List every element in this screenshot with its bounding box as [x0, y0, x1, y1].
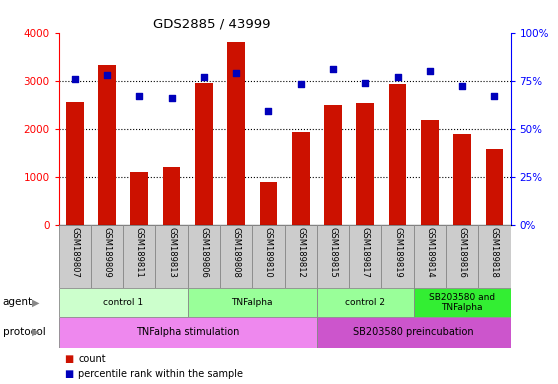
Text: GSM189812: GSM189812 — [296, 227, 305, 277]
Text: control 2: control 2 — [345, 298, 385, 307]
Text: GDS2885 / 43999: GDS2885 / 43999 — [153, 17, 271, 30]
Text: GSM189811: GSM189811 — [135, 227, 144, 277]
Bar — [131, 172, 148, 225]
Text: ▶: ▶ — [32, 327, 39, 337]
Point — [70, 76, 79, 82]
Text: GSM189807: GSM189807 — [70, 227, 79, 277]
Point — [296, 81, 305, 88]
Text: GSM189818: GSM189818 — [490, 227, 499, 277]
Bar — [478, 225, 511, 288]
Bar — [98, 65, 116, 225]
Point — [135, 93, 144, 99]
Point — [264, 108, 273, 114]
Point — [103, 72, 112, 78]
Text: GSM189815: GSM189815 — [329, 227, 338, 277]
Bar — [187, 288, 317, 317]
Text: SB203580 preincubation: SB203580 preincubation — [353, 327, 474, 337]
Point — [232, 70, 240, 76]
Bar — [195, 83, 213, 225]
Bar — [413, 225, 446, 288]
Bar — [292, 132, 310, 225]
Text: GSM189813: GSM189813 — [167, 227, 176, 277]
Text: control 1: control 1 — [103, 298, 143, 307]
Text: GSM189814: GSM189814 — [425, 227, 434, 277]
Bar — [446, 225, 478, 288]
Text: GSM189810: GSM189810 — [264, 227, 273, 277]
Text: agent: agent — [3, 297, 33, 308]
Text: GSM189817: GSM189817 — [361, 227, 370, 277]
Point — [458, 83, 466, 89]
Text: GSM189809: GSM189809 — [103, 227, 112, 277]
Point — [329, 66, 338, 72]
Text: ▶: ▶ — [32, 297, 39, 308]
Bar — [413, 288, 511, 317]
Bar — [187, 225, 220, 288]
Bar — [324, 105, 342, 225]
Bar — [252, 225, 285, 288]
Text: TNFalpha stimulation: TNFalpha stimulation — [136, 327, 239, 337]
Text: percentile rank within the sample: percentile rank within the sample — [78, 369, 243, 379]
Bar — [389, 84, 406, 225]
Bar — [123, 225, 156, 288]
Bar — [349, 225, 382, 288]
Text: GSM189819: GSM189819 — [393, 227, 402, 277]
Bar — [156, 225, 187, 288]
Text: ■: ■ — [64, 354, 74, 364]
Bar — [285, 225, 317, 288]
Text: protocol: protocol — [3, 327, 46, 337]
Bar — [220, 225, 252, 288]
Point — [361, 79, 370, 86]
Bar — [317, 317, 511, 348]
Text: SB203580 and
TNFalpha: SB203580 and TNFalpha — [429, 293, 495, 312]
Bar — [59, 317, 317, 348]
Text: TNFalpha: TNFalpha — [232, 298, 273, 307]
Bar — [357, 103, 374, 225]
Bar — [91, 225, 123, 288]
Point — [199, 74, 208, 80]
Text: GSM189816: GSM189816 — [458, 227, 466, 277]
Bar — [453, 134, 471, 225]
Bar — [66, 102, 84, 225]
Bar — [59, 225, 91, 288]
Point — [425, 68, 434, 74]
Text: ■: ■ — [64, 369, 74, 379]
Bar — [259, 182, 277, 225]
Bar — [382, 225, 413, 288]
Point — [490, 93, 499, 99]
Bar — [317, 225, 349, 288]
Text: GSM189806: GSM189806 — [199, 227, 208, 277]
Bar — [59, 288, 187, 317]
Bar — [421, 121, 439, 225]
Bar — [227, 42, 245, 225]
Bar — [163, 167, 180, 225]
Text: GSM189808: GSM189808 — [232, 227, 240, 277]
Bar — [485, 149, 503, 225]
Bar — [317, 288, 413, 317]
Point — [393, 74, 402, 80]
Text: count: count — [78, 354, 106, 364]
Point — [167, 95, 176, 101]
